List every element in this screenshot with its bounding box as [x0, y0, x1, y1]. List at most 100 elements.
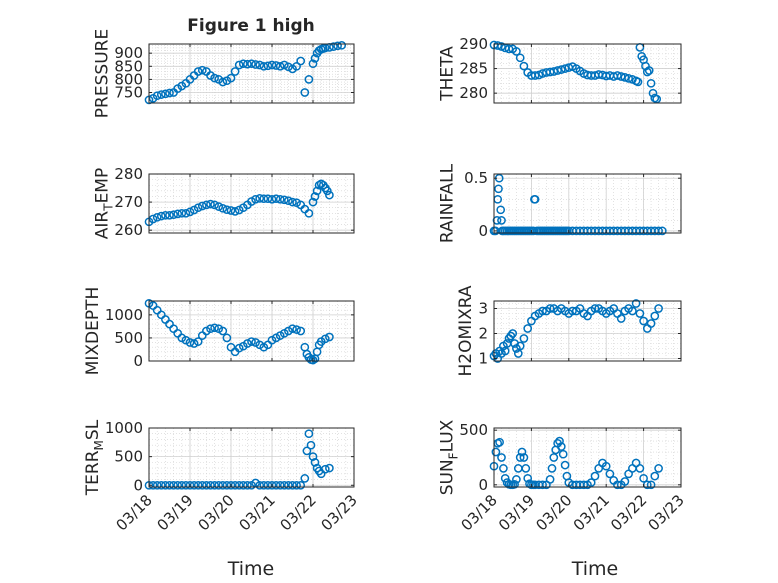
data-point [234, 480, 244, 490]
data-point [495, 437, 504, 447]
y-tick-label: 0 [133, 352, 143, 370]
data-point [500, 473, 510, 483]
data-point [218, 203, 228, 213]
y-tick-label: 0 [478, 222, 488, 240]
data-point [308, 59, 318, 69]
data-point [657, 226, 667, 236]
data-point [300, 474, 310, 483]
data-point [156, 480, 166, 490]
data-point [263, 61, 273, 71]
data-point [234, 60, 244, 70]
figure-title: Figure 1 high [187, 16, 315, 36]
data-point [497, 453, 506, 462]
data-point [206, 480, 215, 490]
data-point [560, 460, 570, 470]
data-point [275, 194, 285, 204]
data-point [586, 478, 596, 487]
x-axis-label-right: Time [571, 558, 619, 580]
data-point [310, 54, 320, 63]
data-point [185, 207, 195, 217]
data-point [193, 203, 203, 213]
data-point [590, 471, 600, 481]
data-point [202, 480, 211, 490]
data-point [521, 464, 531, 473]
data-point [510, 479, 519, 489]
data-point [288, 197, 297, 207]
y-tick-label: 1000 [105, 419, 143, 437]
data-point [279, 480, 289, 490]
data-point [173, 209, 183, 219]
data-point [308, 355, 318, 365]
data-point [275, 480, 285, 490]
data-point [302, 446, 312, 456]
y-axis-label: H2OMIXRA [456, 285, 476, 376]
data-point [545, 475, 555, 484]
y-tick-label: 290 [459, 35, 488, 53]
data-point [210, 200, 219, 210]
data-point [152, 480, 162, 490]
data-point [337, 40, 347, 50]
data-point [243, 480, 252, 490]
x-tick-label: 03/19 [154, 491, 197, 534]
axes-box [148, 43, 355, 104]
data-point [292, 325, 301, 334]
x-tick-label: 03/18 [458, 491, 501, 534]
data-point [568, 306, 577, 316]
axes-box [148, 300, 355, 362]
data-point [222, 480, 232, 490]
data-point [515, 53, 525, 63]
axes-box [148, 427, 355, 488]
data-point [491, 447, 501, 457]
data-point [519, 61, 529, 71]
data-point [320, 334, 330, 344]
axes-box [493, 43, 682, 104]
x-tick-label: 03/21 [570, 491, 613, 534]
data-point [329, 42, 338, 51]
data-point [259, 480, 269, 490]
data-point [230, 67, 240, 76]
data-point [271, 61, 281, 70]
data-point [650, 471, 660, 481]
data-point [181, 480, 191, 490]
data-point [197, 480, 207, 490]
data-point [156, 90, 166, 99]
data-point [654, 226, 663, 236]
data-point [616, 314, 626, 323]
data-point [547, 464, 557, 473]
y-tick-label: 500 [114, 329, 143, 347]
data-point [633, 77, 643, 87]
data-point [193, 337, 203, 346]
data-point [499, 464, 508, 473]
data-point [519, 453, 529, 462]
y-tick-label: 1 [478, 350, 488, 368]
data-point [642, 67, 652, 77]
data-point [288, 324, 297, 334]
data-point [230, 207, 240, 216]
data-point [304, 208, 314, 218]
data-point [279, 60, 289, 70]
x-tick-label: 03/18 [113, 491, 156, 534]
axes-box [493, 173, 682, 234]
data-point [517, 447, 527, 457]
data-point [496, 205, 506, 215]
data-point [243, 59, 252, 69]
y-tick-label: 0 [478, 476, 488, 494]
data-point [646, 480, 656, 490]
data-point [312, 186, 322, 196]
data-point [218, 480, 228, 490]
data-point [558, 449, 568, 459]
data-point [601, 461, 611, 471]
y-tick-label: 3 [478, 300, 488, 318]
data-point [504, 44, 514, 54]
data-point [165, 88, 174, 98]
data-point [222, 205, 232, 215]
data-point [605, 469, 615, 479]
data-point [288, 480, 297, 490]
y-tick-label: 500 [114, 448, 143, 466]
data-point [177, 208, 187, 218]
y-tick-label: 850 [114, 57, 143, 75]
data-point [263, 194, 273, 204]
plot-area [149, 428, 354, 487]
